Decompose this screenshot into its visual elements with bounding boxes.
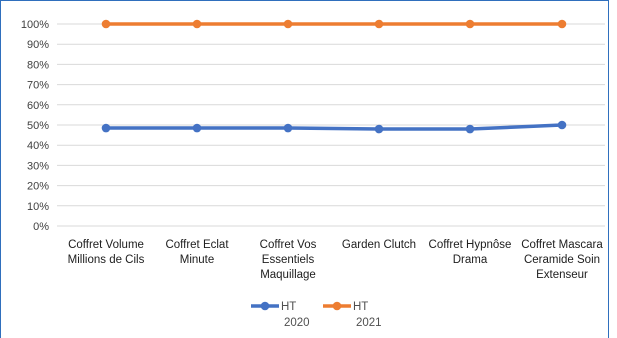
x-category-label: Coffret Hypnôse Drama (429, 239, 512, 266)
x-category-label: Coffret Volume Millions de Cils (68, 239, 145, 266)
legend-label: HT 2021 (353, 301, 382, 329)
legend-entry: HT 2020 (251, 301, 310, 329)
series-lines (101, 19, 567, 134)
data-point (557, 120, 567, 130)
legend-marker (332, 301, 342, 311)
y-tick-label: 100% (21, 19, 49, 31)
y-tick-label: 30% (27, 160, 49, 172)
series-0 (101, 120, 567, 134)
series-line (104, 123, 564, 131)
data-point (374, 124, 384, 134)
data-point (465, 124, 475, 134)
series-1 (101, 19, 567, 29)
data-point (101, 123, 111, 133)
y-tick-label: 80% (27, 59, 49, 71)
y-tick-label: 60% (27, 100, 49, 112)
data-point (192, 123, 202, 133)
y-tick-label: 10% (27, 201, 49, 213)
data-point (374, 19, 384, 29)
data-point (557, 19, 567, 29)
x-category-label: Coffret Vos Essentiels Maquillage (260, 239, 317, 281)
data-point (192, 19, 202, 29)
y-tick-label: 70% (27, 80, 49, 92)
x-category-label: Garden Clutch (342, 239, 416, 251)
y-tick-label: 20% (27, 181, 49, 193)
data-point (283, 123, 293, 133)
x-axis-category-labels: Coffret Volume Millions de Cils Coffret Ec… (68, 239, 604, 281)
legend-label: HT 2020 (281, 301, 310, 329)
data-point (101, 19, 111, 29)
legend: HT 2020 HT 2021 (251, 301, 382, 329)
y-tick-label: 0% (33, 221, 49, 233)
legend-entry: HT 2021 (323, 301, 382, 329)
legend-marker (260, 301, 270, 311)
x-category-label: Coffret Mascara Ceramide Soin Extenseur (521, 239, 603, 281)
y-tick-label: 90% (27, 39, 49, 51)
x-category-label: Coffret Eclat Minute (165, 239, 229, 266)
data-point (283, 19, 293, 29)
y-tick-label: 40% (27, 140, 49, 152)
y-tick-label: 50% (27, 120, 49, 132)
y-axis-tick-labels: 0% 10% 20% 30% 40% 50% 60% 70% 80% 90% 100% (21, 19, 49, 233)
data-point (465, 19, 475, 29)
